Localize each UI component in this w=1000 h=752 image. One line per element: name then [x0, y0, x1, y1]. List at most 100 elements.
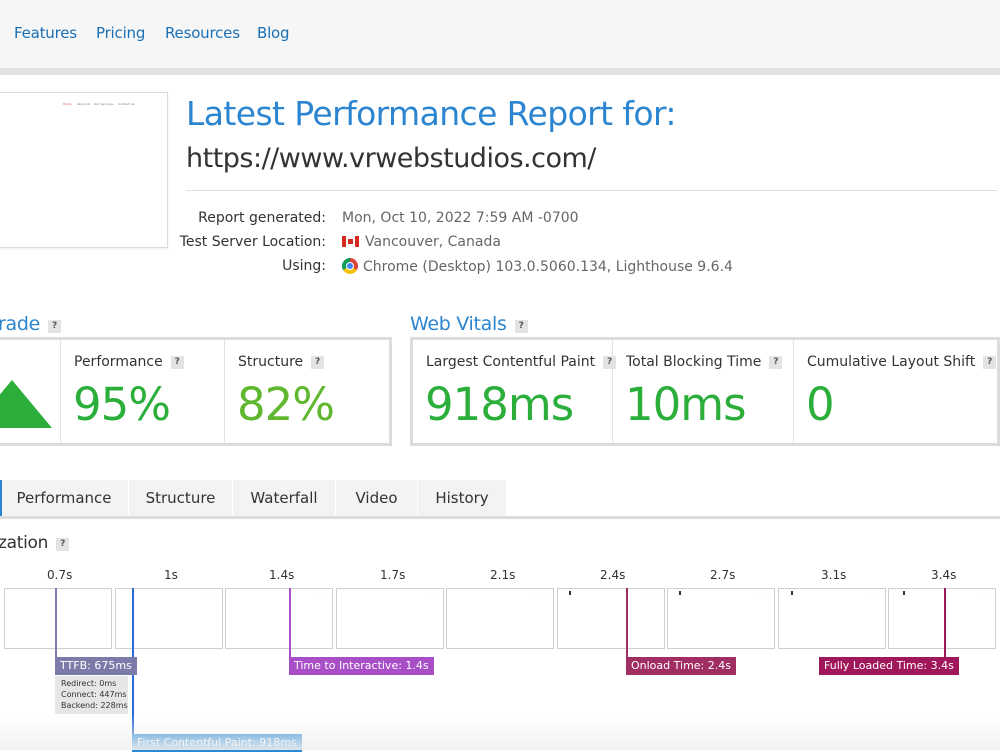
nav-features-link[interactable]: Features — [14, 24, 77, 42]
performance-score-cell: Performance? 95% — [61, 340, 225, 443]
frame-content-mark — [903, 591, 905, 595]
structure-help-icon[interactable]: ? — [311, 356, 325, 369]
gtmetrix-grade-heading: rade? — [0, 313, 62, 335]
nav-divider — [0, 68, 1000, 75]
frame-mini-nav: · · · · · · · — [313, 592, 326, 596]
meta-using-value-wrap: Chrome (Desktop) 103.0.5060.134, Lightho… — [342, 258, 733, 275]
performance-score-label: Performance — [74, 354, 163, 370]
filmstrip-frame[interactable]: · · · · · · · — [667, 588, 775, 649]
frame-mini-nav: · · · · · · · — [203, 592, 216, 596]
tick-1-4s: 1.4s — [269, 568, 295, 582]
filmstrip-frame[interactable] — [4, 588, 112, 649]
thumb-nav-services: Our Services — [94, 102, 114, 106]
frame-mini-nav: · · · · · · · — [866, 592, 879, 596]
top-navigation: Features Pricing Resources Blog — [0, 0, 1000, 68]
visualization-heading-text: zation — [0, 533, 49, 553]
ttfb-marker: TTFB: 675ms — [55, 657, 137, 675]
filmstrip-frame[interactable]: · · · · · · · — [778, 588, 886, 649]
tbt-cell: Total Blocking Time? 10ms — [613, 340, 794, 443]
lcp-label-wrap: Largest Contentful Paint? — [426, 354, 617, 370]
tbt-label: Total Blocking Time — [626, 354, 762, 370]
tick-3-4s: 3.4s — [931, 568, 957, 582]
meta-location-label: Test Server Location: — [179, 234, 326, 250]
fully-loaded-line — [944, 588, 946, 658]
tab-video[interactable]: Video — [336, 480, 418, 517]
tab-structure[interactable]: Structure — [129, 480, 233, 517]
nav-resources-link[interactable]: Resources — [165, 24, 240, 42]
structure-score-cell: Structure? 82% — [225, 340, 389, 443]
performance-score-value: 95% — [73, 378, 171, 431]
tab-history[interactable]: History — [418, 480, 507, 517]
frame-mini-nav: · · · · · · · — [755, 592, 768, 596]
lcp-value: 918ms — [425, 378, 574, 431]
filmstrip-frame[interactable]: · · · · · · · — [225, 588, 333, 649]
web-vitals-heading-text: Web Vitals — [410, 313, 507, 335]
grade-letter-shape — [0, 380, 52, 428]
meta-location-value: Vancouver, Canada — [365, 234, 501, 250]
tab-baseline — [0, 516, 1000, 519]
cls-value: 0 — [806, 378, 835, 431]
ttfb-breakdown: Redirect: 0ms Connect: 447ms Backend: 22… — [55, 676, 128, 714]
structure-score-label: Structure — [238, 354, 304, 370]
frame-content-mark — [569, 591, 571, 595]
report-title: Latest Performance Report for: — [186, 94, 676, 133]
cls-cell: Cumulative Layout Shift? 0 — [794, 340, 997, 443]
tti-line — [289, 588, 291, 658]
cls-label-wrap: Cumulative Layout Shift? — [807, 354, 997, 370]
tick-2-4s: 2.4s — [600, 568, 626, 582]
performance-help-icon[interactable]: ? — [170, 356, 184, 369]
grade-heading-text: rade — [0, 313, 41, 335]
ttfb-redirect: Redirect: 0ms — [61, 679, 117, 688]
meta-using-value: Chrome (Desktop) 103.0.5060.134, Lightho… — [363, 259, 733, 275]
visualization-heading: zation? — [0, 533, 70, 553]
lcp-help-icon[interactable]: ? — [603, 356, 617, 369]
cls-label: Cumulative Layout Shift — [807, 354, 976, 370]
ttfb-backend: Backend: 228ms — [61, 701, 128, 710]
tab-waterfall[interactable]: Waterfall — [233, 480, 336, 517]
frame-content-mark — [791, 591, 793, 595]
filmstrip-frame[interactable]: · · · · · · · — [336, 588, 444, 649]
tick-2-1s: 2.1s — [490, 568, 516, 582]
meta-report-generated: Report generated: Mon, Oct 10, 2022 7:59… — [186, 210, 886, 230]
site-screenshot-thumbnail[interactable]: Home About Us Our Services Contact Us — [0, 92, 168, 248]
filmstrip-frame[interactable]: · · · · · · · — [446, 588, 554, 649]
grade-score-box: Performance? 95% Structure? 82% — [0, 337, 392, 446]
thumb-nav-contact: Contact Us — [118, 102, 135, 106]
active-tab-indicator — [0, 480, 2, 518]
meta-location-value-wrap: Vancouver, Canada — [342, 234, 501, 250]
frame-mini-nav: · · · · · · · — [645, 592, 658, 596]
web-vitals-box: Largest Contentful Paint? 918ms Total Bl… — [410, 337, 1000, 446]
tick-1s: 1s — [164, 568, 178, 582]
tab-performance[interactable]: Performance — [0, 480, 129, 517]
meta-using-label: Using: — [282, 258, 326, 274]
grade-help-icon[interactable]: ? — [48, 320, 62, 333]
performance-score-label-wrap: Performance? — [74, 354, 184, 370]
tbt-help-icon[interactable]: ? — [769, 356, 783, 369]
frame-mini-nav: · · · · · · · — [534, 592, 547, 596]
filmstrip-frame[interactable]: · · · · · · · — [557, 588, 665, 649]
tick-2-7s: 2.7s — [710, 568, 736, 582]
filmstrip-frame[interactable]: · · · · · · · — [888, 588, 996, 649]
lcp-label: Largest Contentful Paint — [426, 354, 596, 370]
thumb-nav-about: About Us — [77, 102, 91, 106]
ttfb-line — [55, 588, 57, 658]
cls-help-icon[interactable]: ? — [983, 356, 997, 369]
frame-mini-nav: · · · · · · · — [424, 592, 437, 596]
frame-mini-nav: · · · · · · · — [976, 592, 989, 596]
visualization-help-icon[interactable]: ? — [56, 538, 70, 551]
tbt-value: 10ms — [625, 378, 747, 431]
nav-pricing-link[interactable]: Pricing — [96, 24, 146, 42]
nav-blog-link[interactable]: Blog — [257, 24, 290, 42]
tti-marker: Time to Interactive: 1.4s — [289, 657, 434, 675]
tick-3-1s: 3.1s — [821, 568, 847, 582]
meta-test-location: Test Server Location: Vancouver, Canada — [180, 234, 886, 254]
structure-score-label-wrap: Structure? — [238, 354, 325, 370]
frame-content-mark — [679, 591, 681, 595]
fully-loaded-marker: Fully Loaded Time: 3.4s — [819, 657, 959, 675]
meta-generated-label: Report generated: — [198, 210, 326, 226]
web-vitals-help-icon[interactable]: ? — [514, 320, 528, 333]
tbt-label-wrap: Total Blocking Time? — [626, 354, 783, 370]
chrome-icon — [342, 258, 358, 274]
meta-generated-value: Mon, Oct 10, 2022 7:59 AM -0700 — [342, 210, 579, 226]
web-vitals-heading: Web Vitals? — [410, 313, 528, 335]
